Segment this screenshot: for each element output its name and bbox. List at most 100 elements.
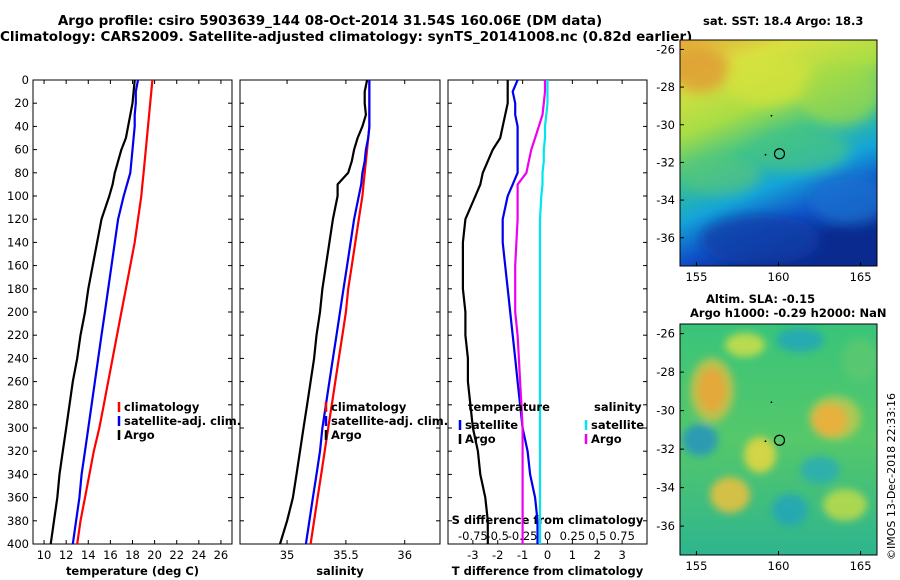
map-y-tick-label: -34 (656, 193, 675, 207)
x-tick-label: 22 (169, 548, 184, 562)
x-tick-label: 16 (103, 548, 118, 562)
sst-map (679, 39, 878, 267)
x-tick-label: 10 (37, 548, 52, 562)
argo-track-point (764, 440, 767, 443)
difference-axes (447, 79, 648, 545)
s-diff-tick-label: 0.5 (588, 529, 606, 543)
x-tick-label: -3 (467, 548, 478, 562)
map-y-tick-label: -32 (656, 155, 675, 169)
legend-label: satellite (591, 418, 644, 432)
map-x-tick-label: 165 (850, 270, 872, 284)
legend-title-salinity: salinity (594, 400, 642, 414)
salinity-series-argo (278, 79, 369, 545)
x-tick-label: 24 (192, 548, 207, 562)
difference-series-temperature-satellite (501, 79, 539, 544)
map-y-tick-label: -30 (656, 118, 675, 132)
y-tick-label: 220 (7, 328, 29, 342)
argo-position-marker (773, 148, 786, 160)
y-tick-label: 320 (7, 444, 29, 458)
difference-series-salinity-satellite (538, 80, 549, 544)
temperature-series-argo (49, 79, 136, 545)
y-tick-label: 340 (7, 467, 29, 481)
map-y-tick-label: -36 (656, 231, 675, 245)
temperature-series-climatology (76, 79, 154, 545)
map-x-tick-label: 165 (850, 559, 872, 573)
legend-label: satellite-adj. clim. (331, 414, 448, 428)
y-tick-label: 80 (14, 166, 29, 180)
argo-position-marker (773, 434, 786, 446)
s-diff-tick-label: -0.5 (487, 529, 509, 543)
x-tick-label: 35 (280, 548, 295, 562)
map-y-tick-label: -28 (656, 365, 675, 379)
map-y-tick-label: -30 (656, 404, 675, 418)
y-tick-label: 20 (14, 96, 29, 110)
x-tick-label: 35.5 (333, 548, 359, 562)
y-tick-label: 400 (7, 537, 29, 551)
legend-label: climatology (331, 400, 407, 414)
salinity-panel: 35 35.5 36 salinity climatologysatellite-adj… (239, 79, 448, 578)
sla-map-title-line2: Argo h1000: -0.29 h2000: NaN (690, 306, 887, 320)
temperature-xlabel: temperature (deg C) (66, 564, 199, 578)
legend-label: satellite (465, 418, 518, 432)
y-tick-label: 160 (7, 259, 29, 273)
x-tick-label: 14 (81, 548, 96, 562)
y-tick-label: 140 (7, 235, 29, 249)
map-x-tick-label: 160 (768, 559, 790, 573)
temperature-series-satellite-adj-clim- (71, 79, 140, 545)
sst-map-title: sat. SST: 18.4 Argo: 18.3 (703, 14, 864, 28)
legend-label: Argo (465, 432, 496, 446)
x-tick-label: 2 (594, 548, 601, 562)
s-diff-tick-label: 0.75 (609, 529, 635, 543)
s-diff-tick-label: 0.25 (560, 529, 586, 543)
map-x-tick-label: 160 (768, 270, 790, 284)
y-tick-label: 180 (7, 282, 29, 296)
s-diff-axis-label: S difference from climatology (452, 513, 644, 527)
y-tick-label: 380 (7, 514, 29, 528)
legend-label: climatology (124, 400, 200, 414)
legend-label: Argo (331, 428, 362, 442)
argo-track-point (764, 153, 767, 156)
y-tick-label: 260 (7, 375, 29, 389)
figure-title-line2: Climatology: CARS2009. Satellite-adjuste… (0, 29, 693, 45)
x-tick-label: 26 (214, 548, 229, 562)
salinity-xlabel: salinity (316, 564, 364, 578)
legend-label: Argo (591, 432, 622, 446)
map-x-tick-label: 155 (685, 559, 707, 573)
legend-label: Argo (124, 428, 155, 442)
s-diff-tick-label: 0 (544, 529, 551, 543)
difference-series-temperature-argo (461, 80, 509, 544)
x-tick-label: 20 (147, 548, 162, 562)
x-tick-label: 3 (618, 548, 625, 562)
map-y-tick-label: -26 (656, 327, 675, 341)
x-tick-label: -2 (492, 548, 503, 562)
y-tick-label: 100 (7, 189, 29, 203)
legend-title-temperature: temperature (468, 400, 550, 414)
x-tick-label: 18 (125, 548, 140, 562)
figure-title-line1: Argo profile: csiro 5903639_144 08-Oct-2… (57, 13, 603, 29)
y-tick-label: 60 (14, 143, 29, 157)
sla-map (679, 323, 878, 556)
y-tick-label: 240 (7, 351, 29, 365)
salinity-series-satellite-adj-clim- (304, 80, 371, 545)
map-y-tick-label: -26 (656, 42, 675, 56)
y-tick-label: 40 (14, 119, 29, 133)
difference-series-salinity-argo (514, 80, 547, 544)
difference-xlabel: T difference from climatology (452, 564, 644, 578)
y-tick-label: 360 (7, 491, 29, 505)
map-y-tick-label: -34 (656, 481, 675, 495)
x-tick-label: 12 (59, 548, 74, 562)
legend-label: satellite-adj. clim. (124, 414, 241, 428)
y-tick-label: 300 (7, 421, 29, 435)
sla-map-title-line1: Altim. SLA: -0.15 (706, 292, 816, 306)
argo-track-point (770, 401, 773, 404)
sst_map-axes: 155 160 165 -26 -28 -30 -32 -34 -36 (656, 42, 871, 284)
x-tick-label: 36 (397, 548, 412, 562)
temperature-panel: 0 20 40 60 80 100 120 140 160 180 200 220 240 260 280 3… (7, 73, 241, 578)
argo-track-point (770, 114, 773, 117)
sla_map-axes: 155 160 165 -26 -28 -30 -32 -34 -36 (656, 327, 871, 573)
y-tick-label: 120 (7, 212, 29, 226)
x-tick-label: 1 (569, 548, 576, 562)
s-diff-tick-label: -0.75 (458, 529, 488, 543)
x-tick-label: -1 (517, 548, 528, 562)
